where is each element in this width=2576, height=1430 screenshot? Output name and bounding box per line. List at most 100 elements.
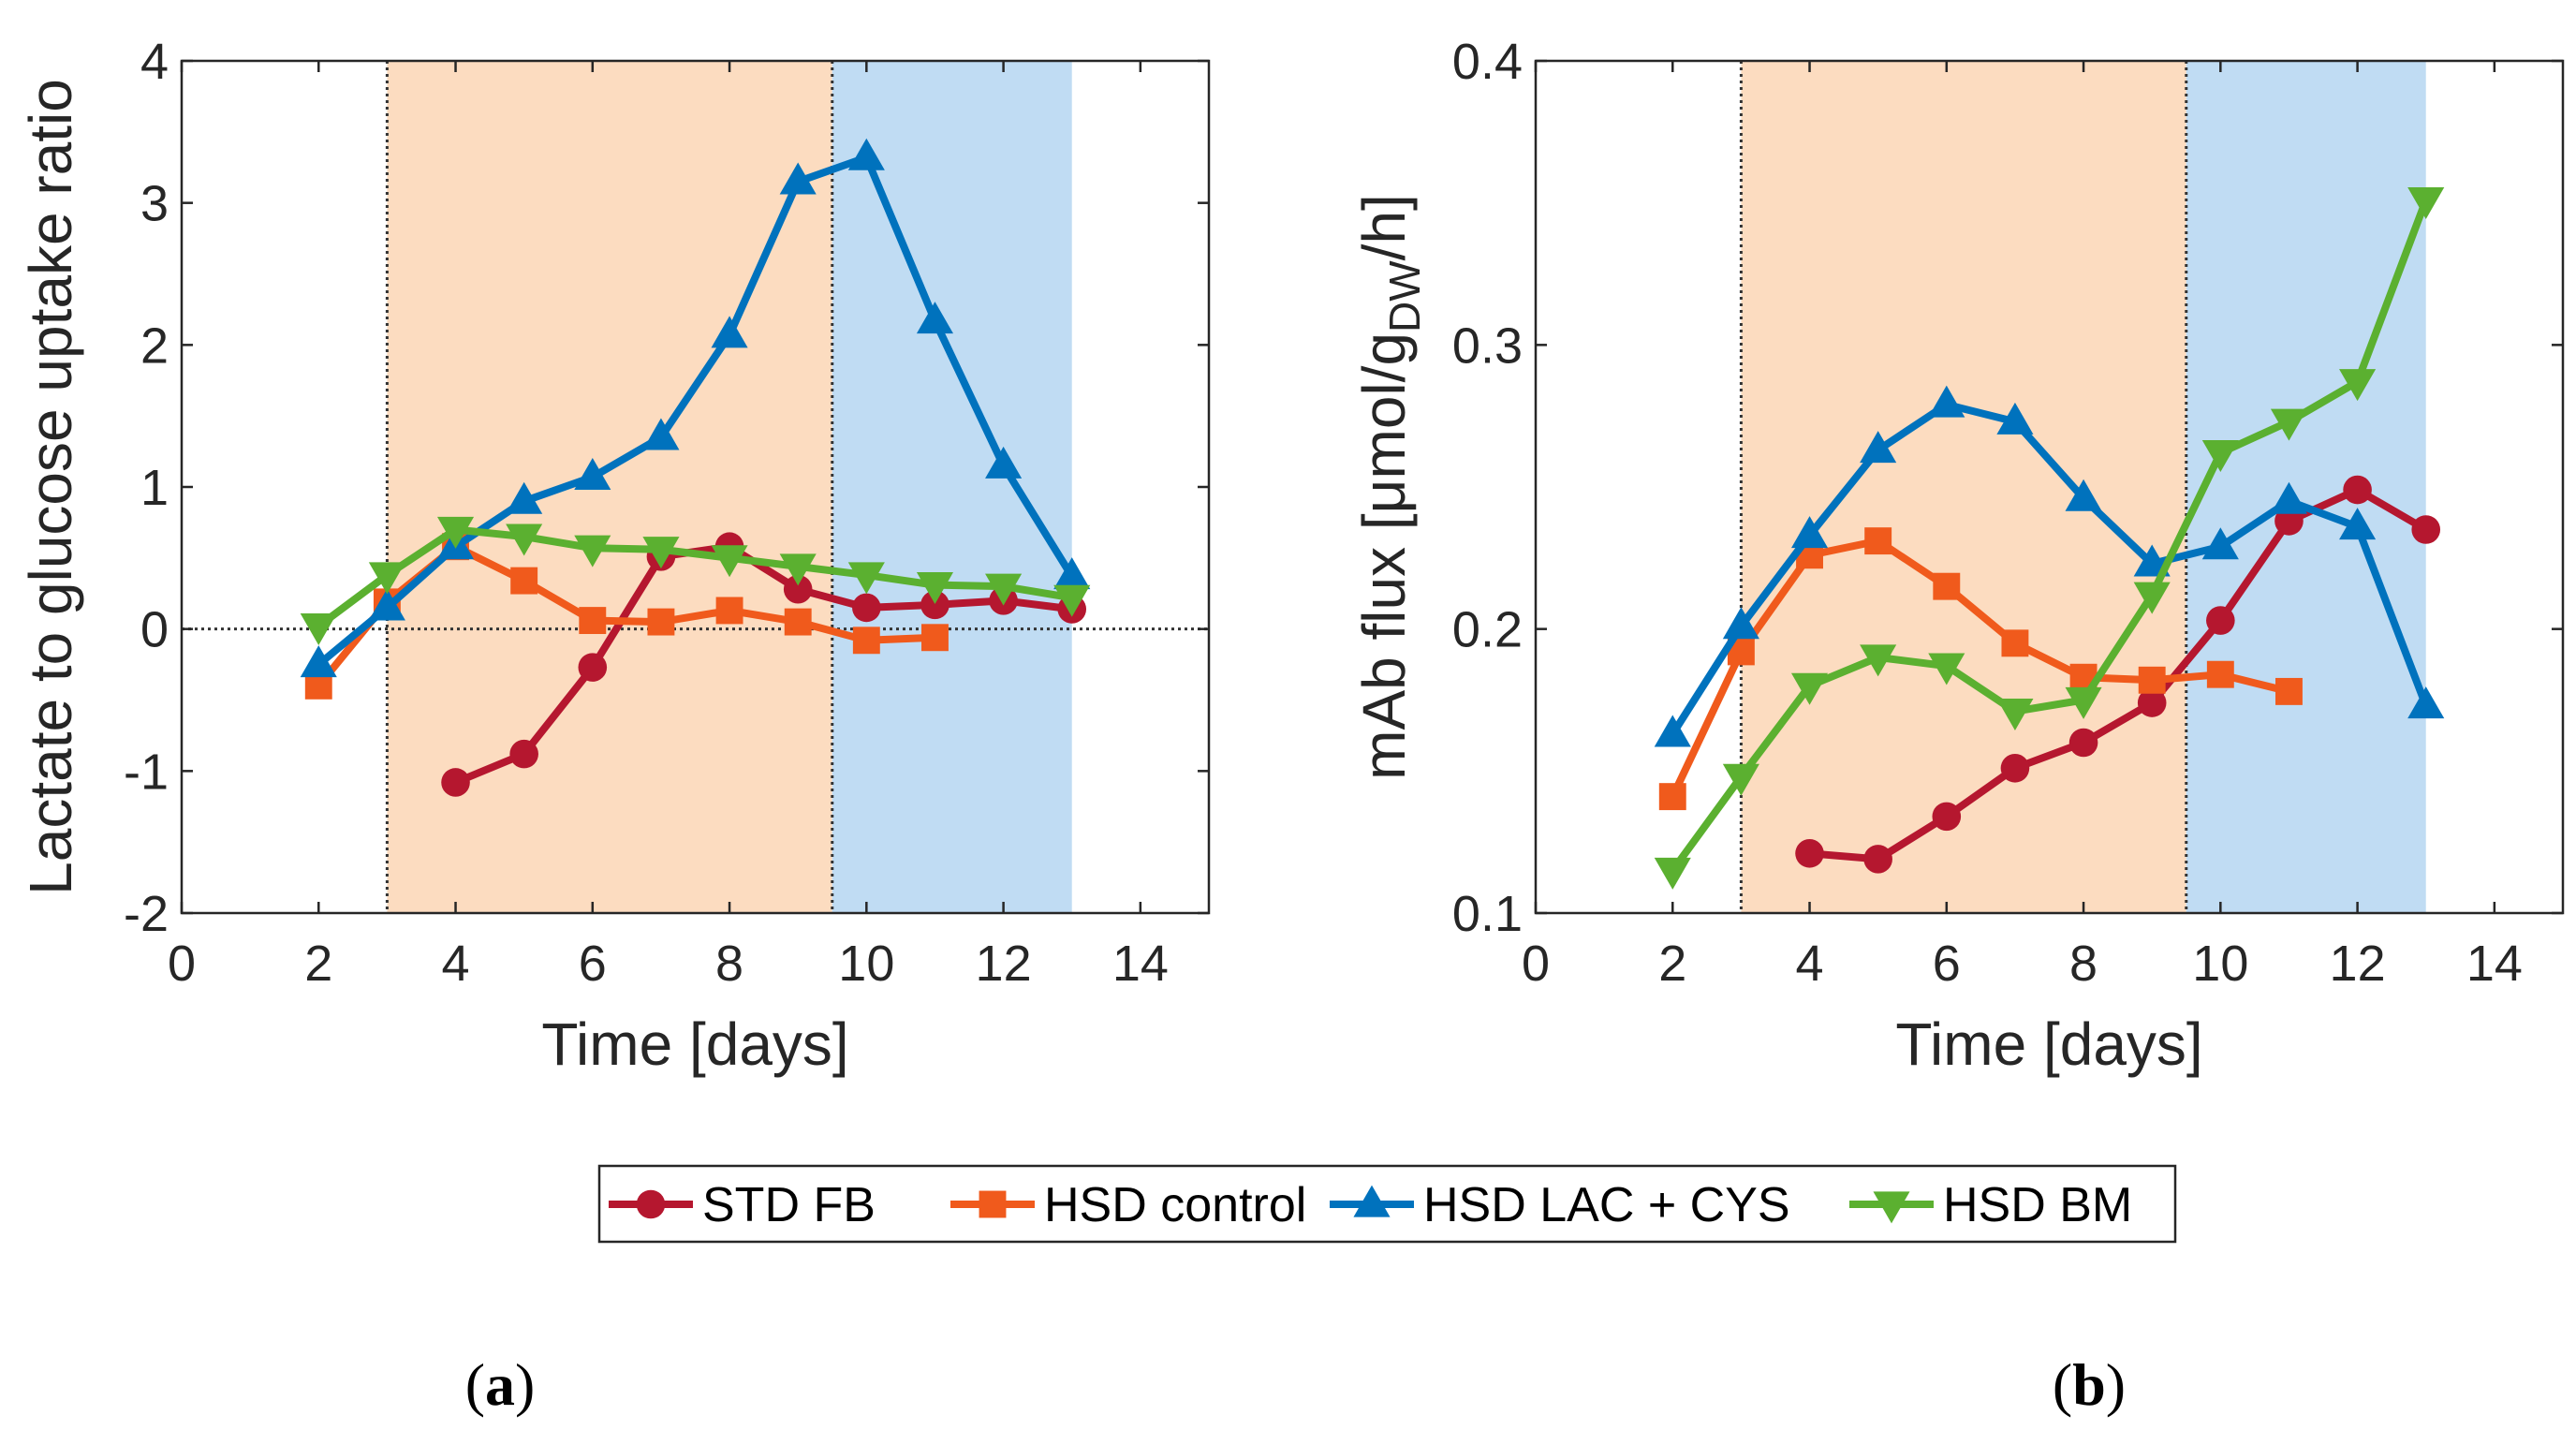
series-hsd-bm	[300, 516, 1091, 646]
x-tick-label: 2	[1658, 936, 1686, 992]
x-tick-label: 10	[838, 936, 894, 992]
data-point	[1658, 783, 1686, 811]
legend-item: HSD control	[950, 1178, 1306, 1232]
series-hsd-lac-cys	[300, 138, 1091, 678]
data-point	[779, 162, 817, 195]
x-axis-label: Time [days]	[1895, 1010, 2202, 1078]
data-point	[783, 574, 813, 604]
data-point	[847, 562, 885, 595]
data-point	[2133, 582, 2171, 614]
data-point	[509, 739, 538, 769]
chart-panel-b: 0 2 4 6 8 10 12 14 0.1 0.2 0.3 0.4 Time [days] mAb fl…	[1350, 34, 2565, 1418]
data-point	[1654, 857, 1691, 890]
data-point	[2001, 629, 2029, 657]
data-point	[647, 608, 675, 636]
data-point	[1863, 845, 1892, 874]
data-point	[2206, 660, 2234, 688]
legend-item: HSD LAC + CYS	[1330, 1178, 1790, 1232]
x-tick-label: 12	[976, 936, 1032, 992]
data-point	[916, 572, 954, 605]
data-point	[510, 567, 538, 595]
data-point	[2138, 666, 2166, 694]
series-line	[316, 525, 1073, 629]
data-point	[1996, 699, 2034, 731]
x-tick-label: 10	[2192, 936, 2248, 992]
data-point	[1928, 653, 1965, 686]
data-point	[368, 562, 405, 595]
panel-label: (b)	[2053, 1351, 2126, 1418]
data-point	[1860, 431, 1897, 464]
data-point	[2270, 408, 2308, 441]
data-point	[1860, 644, 1897, 677]
data-point	[1996, 402, 2034, 435]
data-point	[2275, 677, 2303, 705]
data-point	[916, 302, 954, 334]
data-point	[1928, 385, 1965, 418]
data-point	[1722, 763, 1759, 796]
legend-label: HSD control	[1044, 1178, 1306, 1232]
y-tick-label: 1	[140, 460, 169, 516]
data-point	[784, 608, 812, 636]
y-tick-label: -1	[124, 744, 169, 800]
data-point	[711, 316, 748, 348]
data-point	[1790, 672, 1829, 705]
data-point	[2339, 508, 2377, 540]
series-std-fb	[1795, 475, 2441, 874]
y-axis-label-subscript: DW	[1380, 260, 1429, 332]
shaded-region	[832, 61, 1072, 913]
data-point	[1722, 607, 1759, 640]
data-point	[2411, 515, 2441, 544]
data-point	[852, 593, 881, 623]
data-point	[642, 537, 680, 569]
x-tick-label: 14	[1112, 936, 1169, 992]
panel-paren: )	[2106, 1351, 2126, 1418]
data-point	[2407, 686, 2445, 719]
data-point	[1053, 557, 1091, 590]
data-point	[1864, 527, 1892, 555]
data-point	[574, 535, 611, 568]
series-line	[1809, 486, 2428, 863]
y-tick-label: 0.2	[1452, 602, 1523, 658]
data-point	[1933, 572, 1961, 600]
x-tick-label: 8	[2069, 936, 2098, 992]
panel-label: (a)	[465, 1351, 536, 1418]
data-point	[368, 588, 405, 621]
x-tick-label: 8	[715, 936, 743, 992]
data-point	[852, 627, 880, 655]
data-point	[300, 645, 337, 678]
series-hsd-control	[1658, 527, 2303, 811]
panel-paren: (	[2053, 1351, 2072, 1418]
data-point	[2270, 481, 2308, 514]
data-point	[2407, 187, 2445, 220]
data-point	[711, 545, 748, 578]
legend: STD FB HSD control HSD LAC + CYS HSD BM	[597, 1164, 2177, 1244]
data-point	[300, 613, 337, 646]
series-line	[454, 542, 1073, 787]
data-point	[2201, 440, 2239, 472]
data-point	[441, 768, 470, 797]
x-axis-label: Time [days]	[541, 1010, 848, 1078]
data-point	[642, 418, 680, 450]
data-point	[574, 457, 611, 490]
x-tick-label: 0	[1522, 936, 1550, 992]
data-point	[1795, 839, 1824, 868]
x-tick-label: 4	[1796, 936, 1824, 992]
data-point	[2206, 606, 2235, 635]
legend-label: HSD BM	[1943, 1178, 2132, 1232]
legend-marker	[636, 1189, 666, 1219]
data-point	[921, 624, 949, 652]
shaded-region	[1741, 61, 2186, 913]
x-tick-label: 0	[168, 936, 196, 992]
series-hsd-bm	[1654, 187, 2445, 890]
data-point	[847, 138, 885, 170]
data-point	[985, 446, 1023, 479]
y-tick-label: 2	[140, 317, 169, 374]
shaded-region	[2186, 61, 2426, 913]
data-point	[579, 607, 607, 635]
panel-paren: (	[465, 1351, 485, 1418]
data-point	[1932, 802, 1962, 832]
x-tick-label: 6	[579, 936, 607, 992]
y-axis-label-main: mAb flux [μmol/g	[1350, 332, 1418, 780]
y-tick-label: -2	[124, 886, 169, 942]
